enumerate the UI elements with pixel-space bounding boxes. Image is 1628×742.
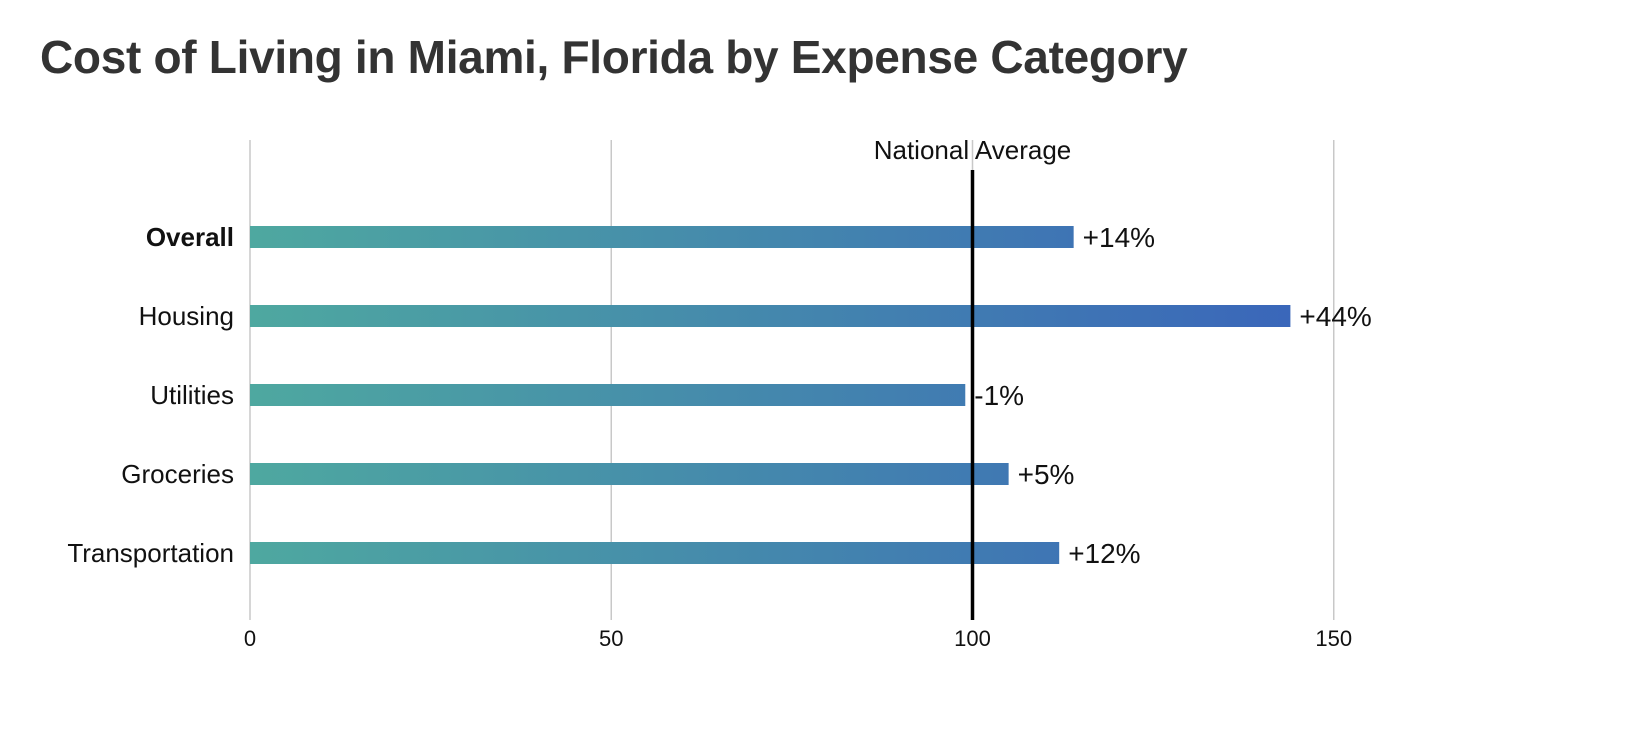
bar-groceries (250, 463, 1009, 485)
bar-overall (250, 226, 1074, 248)
x-tick-label: 150 (1315, 626, 1352, 651)
value-label: +14% (1083, 222, 1155, 253)
bar-transportation (250, 542, 1060, 564)
chart-title: Cost of Living in Miami, Florida by Expe… (40, 31, 1188, 83)
category-label: Utilities (150, 380, 234, 410)
x-tick-label: 0 (244, 626, 256, 651)
value-label: +12% (1068, 538, 1140, 569)
national-average-label: National Average (874, 135, 1072, 165)
value-label: +5% (1018, 459, 1075, 490)
value-label: +44% (1299, 301, 1371, 332)
category-label: Groceries (121, 459, 234, 489)
category-label: Transportation (67, 538, 234, 568)
bar-housing (250, 305, 1291, 327)
value-label: -1% (974, 380, 1024, 411)
x-tick-label: 100 (954, 626, 991, 651)
labels: 0 50 100 150 Overall +14% Housing +44% Utilities… (67, 135, 1371, 651)
x-tick-label: 50 (599, 626, 623, 651)
bars (250, 226, 1291, 564)
bar-utilities (250, 384, 966, 406)
category-label: Overall (146, 222, 234, 252)
category-label: Housing (139, 301, 234, 331)
